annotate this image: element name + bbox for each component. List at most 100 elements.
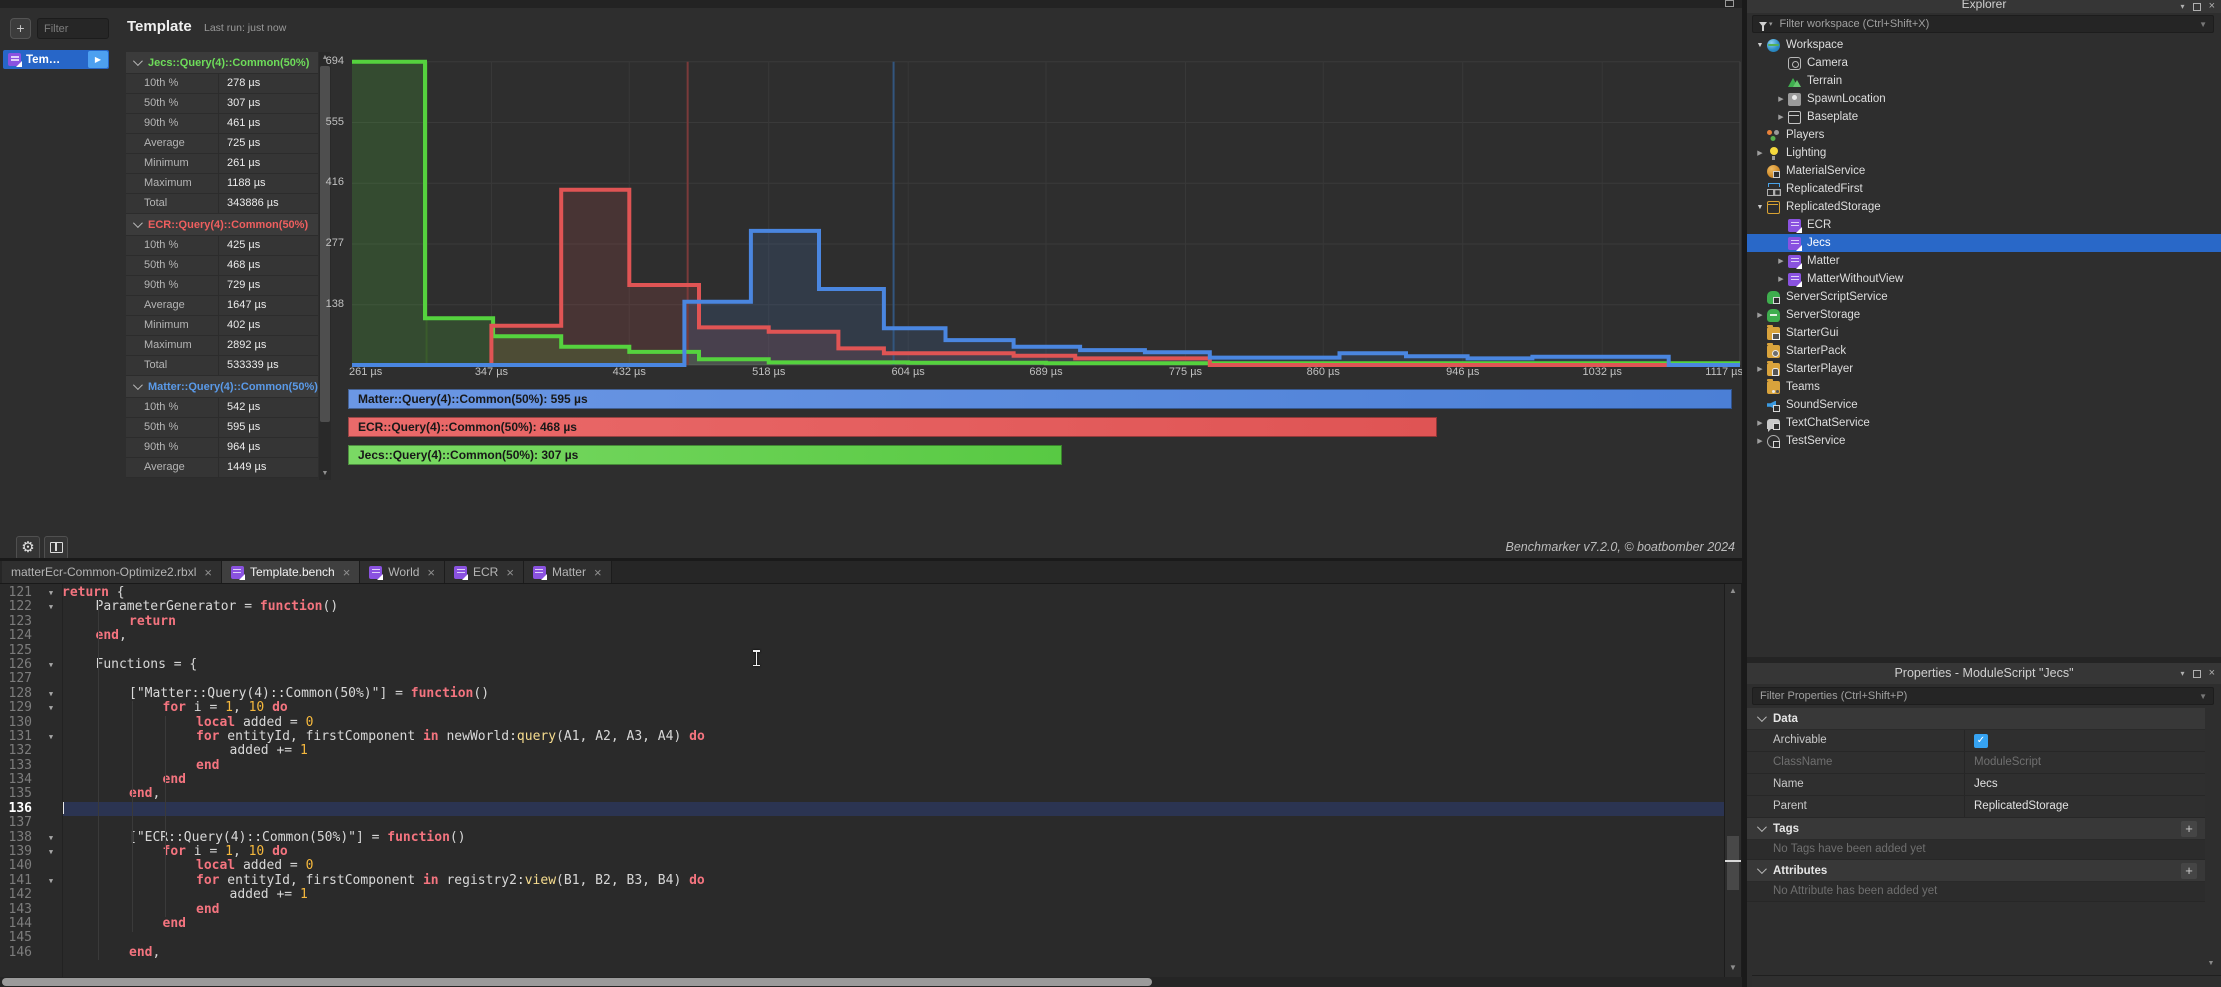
properties-filter-input[interactable]	[1753, 690, 2200, 702]
vertical-splitter[interactable]	[1742, 0, 1747, 987]
tree-item-starterplayer[interactable]: ▶ StarterPlayer	[1747, 360, 2221, 378]
add-tags-button[interactable]: +	[2181, 821, 2197, 837]
scrollbar-thumb[interactable]	[1727, 836, 1739, 890]
scroll-down-icon[interactable]: ▼	[2207, 960, 2215, 967]
chevron-down-icon[interactable]: ▼	[2199, 19, 2207, 29]
explorer-filter-field[interactable]: ▾ ▼	[1752, 15, 2214, 33]
chevron-right-icon[interactable]: ▶	[1757, 420, 1763, 427]
stat-section-header[interactable]: ECR::Query(4)::Common(50%)	[126, 214, 318, 236]
checkbox-checked[interactable]: ✓	[1974, 733, 1988, 748]
popout-icon[interactable]	[2192, 669, 2201, 678]
tree-item-materialservice[interactable]: MaterialService	[1747, 162, 2221, 180]
popout-icon[interactable]	[2192, 2, 2201, 11]
chevron-right-icon[interactable]: ▶	[1778, 258, 1784, 265]
close-icon[interactable]: ×	[593, 564, 602, 580]
tree-item-players[interactable]: Players	[1747, 126, 2221, 144]
editor-hscrollbar[interactable]	[0, 977, 1742, 987]
legend-bar[interactable]: ECR::Query(4)::Common(50%): 468 µs	[348, 417, 1437, 437]
close-icon[interactable]: ×	[427, 564, 436, 580]
settings-button[interactable]: ⚙	[16, 536, 40, 560]
tree-item-serverscriptservice[interactable]: ServerScriptService	[1747, 288, 2221, 306]
tree-item-spawnlocation[interactable]: ▶ SpawnLocation	[1747, 90, 2221, 108]
chevron-right-icon[interactable]: ▶	[1778, 114, 1784, 121]
horizontal-splitter[interactable]	[1747, 657, 2221, 663]
histogram-chart[interactable]	[345, 36, 1742, 368]
tree-item-starterpack[interactable]: StarterPack	[1747, 342, 2221, 360]
stat-section-header[interactable]: Jecs::Query(4)::Common(50%)	[126, 52, 318, 74]
chevron-down-icon[interactable]: ▼	[2199, 691, 2207, 701]
chevron-right-icon[interactable]: ▶	[1778, 276, 1784, 283]
chevron-down-icon[interactable]: ▾	[2180, 669, 2185, 678]
property-section-tags[interactable]: Tags +	[1747, 818, 2205, 840]
benchmark-filter-field[interactable]	[37, 18, 109, 39]
close-icon[interactable]: ×	[342, 564, 351, 580]
tree-item-matter[interactable]: ▶ Matter	[1747, 252, 2221, 270]
property-section-attributes[interactable]: Attributes +	[1747, 860, 2205, 882]
properties-titlebar[interactable]: Properties - ModuleScript "Jecs" ▾ ×	[1747, 663, 2221, 684]
chevron-down-icon[interactable]: ▾	[2180, 2, 2185, 11]
editor-tab[interactable]: matterEcr-Common-Optimize2.rbxl ×	[2, 561, 222, 583]
chevron-right-icon[interactable]: ▶	[1778, 96, 1784, 103]
fold-arrow-icon[interactable]: ▼	[48, 589, 54, 597]
fold-arrow-icon[interactable]: ▼	[48, 704, 54, 713]
stat-section-header[interactable]: Matter::Query(4)::Common(50%)	[126, 376, 318, 398]
tree-item-teams[interactable]: Teams	[1747, 378, 2221, 396]
close-icon[interactable]: ×	[2208, 667, 2215, 679]
scrollbar-thumb[interactable]	[320, 66, 330, 422]
chevron-down-icon[interactable]: ▼	[1756, 203, 1764, 211]
close-icon[interactable]: ×	[204, 564, 212, 580]
scroll-down-icon[interactable]: ▼	[321, 470, 329, 477]
legend-bar[interactable]: Jecs::Query(4)::Common(50%): 307 µs	[348, 445, 1062, 465]
scrollbar-thumb[interactable]	[2, 978, 1152, 986]
run-benchmark-button[interactable]: ▶	[88, 51, 108, 68]
tree-item-serverstorage[interactable]: ▶ ServerStorage	[1747, 306, 2221, 324]
tree-item-soundservice[interactable]: SoundService	[1747, 396, 2221, 414]
properties-filter-field[interactable]: ▼	[1752, 687, 2214, 705]
chevron-right-icon[interactable]: ▶	[1757, 438, 1763, 445]
tree-item-replicatedstorage[interactable]: ▼ ReplicatedStorage	[1747, 198, 2221, 216]
tree-item-lighting[interactable]: ▶ Lighting	[1747, 144, 2221, 162]
scroll-up-icon[interactable]: ▲	[1729, 586, 1737, 595]
fold-arrow-icon[interactable]: ▼	[48, 732, 54, 741]
add-attributes-button[interactable]: +	[2181, 863, 2197, 879]
fold-arrow-icon[interactable]: ▼	[48, 848, 54, 857]
explorer-filter-input[interactable]	[1772, 18, 2200, 30]
explorer-titlebar[interactable]: Explorer ▾ ×	[1747, 0, 2221, 13]
editor-tab[interactable]: ECR ×	[445, 561, 524, 583]
editor-scrollbar[interactable]: ▲ ▼	[1725, 584, 1741, 977]
chevron-down-icon[interactable]: ▼	[1756, 41, 1764, 49]
tree-item-ecr[interactable]: ECR	[1747, 216, 2221, 234]
fold-arrow-icon[interactable]: ▼	[48, 660, 54, 669]
legend-bar[interactable]: Matter::Query(4)::Common(50%): 595 µs	[348, 389, 1732, 409]
editor-tab[interactable]: World ×	[360, 561, 446, 583]
scroll-up-icon[interactable]: ▲	[321, 54, 329, 61]
tree-item-workspace[interactable]: ▼ Workspace	[1747, 36, 2221, 54]
stats-scrollbar[interactable]: ▲ ▼	[319, 52, 331, 480]
docs-button[interactable]	[44, 536, 68, 560]
window-restore-icon[interactable]	[1725, 0, 1734, 7]
fold-arrow-icon[interactable]: ▼	[48, 876, 54, 885]
tree-item-replicatedfirst[interactable]: ReplicatedFirst	[1747, 180, 2221, 198]
tree-item-terrain[interactable]: Terrain	[1747, 72, 2221, 90]
property-section-data[interactable]: Data	[1747, 708, 2205, 730]
code-editor[interactable]: 121 ▼ return {122 ▼ ParameterGenerator = fun…	[0, 584, 1724, 977]
close-icon[interactable]: ×	[2208, 0, 2215, 12]
fold-arrow-icon[interactable]: ▼	[48, 833, 54, 842]
chevron-right-icon[interactable]: ▶	[1757, 312, 1763, 319]
tree-item-jecs[interactable]: Jecs	[1747, 234, 2221, 252]
add-benchmark-button[interactable]: +	[10, 18, 31, 39]
editor-tab-active[interactable]: Template.bench ×	[221, 561, 361, 583]
chevron-right-icon[interactable]: ▶	[1757, 366, 1763, 373]
tree-item-matterwithoutview[interactable]: ▶ MatterWithoutView	[1747, 270, 2221, 288]
chevron-right-icon[interactable]: ▶	[1757, 150, 1763, 157]
scroll-down-icon[interactable]: ▼	[1729, 963, 1737, 972]
tree-item-camera[interactable]: Camera	[1747, 54, 2221, 72]
editor-tab[interactable]: Matter ×	[523, 561, 612, 583]
fold-arrow-icon[interactable]: ▼	[48, 603, 54, 612]
fold-arrow-icon[interactable]: ▼	[48, 689, 54, 698]
tree-item-testservice[interactable]: ▶ TestService	[1747, 432, 2221, 450]
tree-item-startergui[interactable]: StarterGui	[1747, 324, 2221, 342]
tree-item-baseplate[interactable]: ▶ Baseplate	[1747, 108, 2221, 126]
benchmark-filter-input[interactable]	[38, 19, 108, 39]
benchmark-tab-template[interactable]: Tem… ▶	[3, 50, 109, 69]
